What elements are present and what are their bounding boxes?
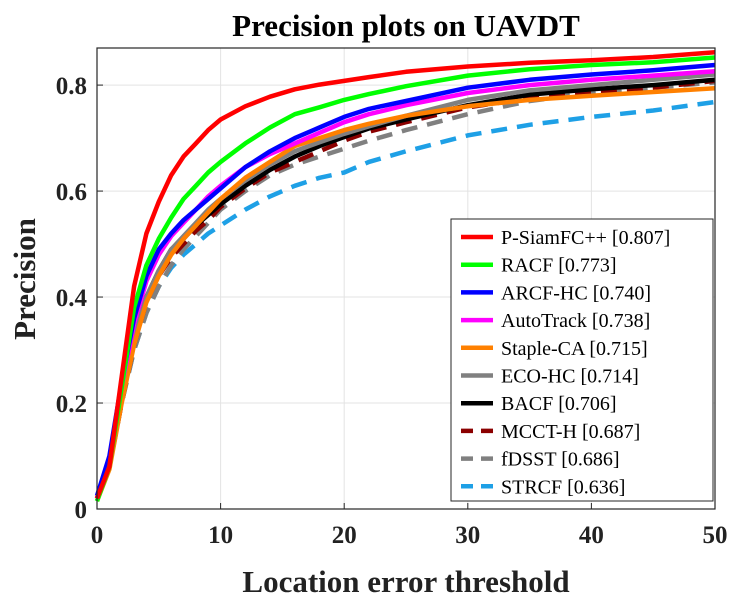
legend: P-SiamFC++ [0.807] RACF [0.773] ARCF-HC [0…	[450, 218, 714, 502]
series-line-staple-ca	[94, 86, 716, 502]
y-tick-label: 0	[75, 497, 88, 524]
legend-label: RACF [0.773]	[501, 255, 617, 277]
legend-label: ECO-HC [0.714]	[501, 366, 639, 388]
x-tick-label: 50	[703, 522, 728, 549]
series-lines	[94, 49, 716, 502]
chart-title: Precision plots on UAVDT	[232, 8, 580, 43]
series-line-arcf-hc	[94, 62, 716, 497]
legend-label: BACF [0.706]	[501, 393, 617, 415]
legend-label: Staple-CA [0.715]	[501, 338, 648, 360]
x-tick-label: 10	[208, 522, 233, 549]
legend-label: fDSST [0.686]	[501, 449, 620, 471]
x-axis-label: Location error threshold	[242, 564, 569, 599]
series-line-strcf	[94, 99, 716, 500]
legend-box	[450, 218, 714, 502]
x-tick-label: 40	[579, 522, 604, 549]
series-line-p-siamfc	[94, 49, 716, 500]
y-axis-label: Precision	[7, 218, 42, 340]
legend-label: AutoTrack [0.738]	[501, 310, 650, 332]
legend-label: P-SiamFC++ [0.807]	[501, 227, 670, 249]
y-tick-label: 0.8	[56, 73, 87, 100]
legend-label: MCCT-H [0.687]	[501, 421, 640, 443]
series-line-racf	[94, 55, 716, 502]
y-tick-label: 0.4	[56, 285, 88, 312]
y-tick-label: 0.2	[56, 391, 87, 418]
x-tick-label: 20	[332, 522, 357, 549]
legend-label: STRCF [0.636]	[501, 476, 625, 498]
y-tick-label: 0.6	[56, 179, 87, 206]
plot-frame	[96, 47, 716, 510]
legend-label: ARCF-HC [0.740]	[501, 282, 651, 304]
x-tick-label: 30	[455, 522, 480, 549]
axis-ticks: 0 10 20 30 40 50 0 0.2 0.4 0.6 0.8	[56, 73, 728, 549]
x-tick-label: 0	[91, 522, 104, 549]
series-line-fdsst	[94, 80, 716, 500]
